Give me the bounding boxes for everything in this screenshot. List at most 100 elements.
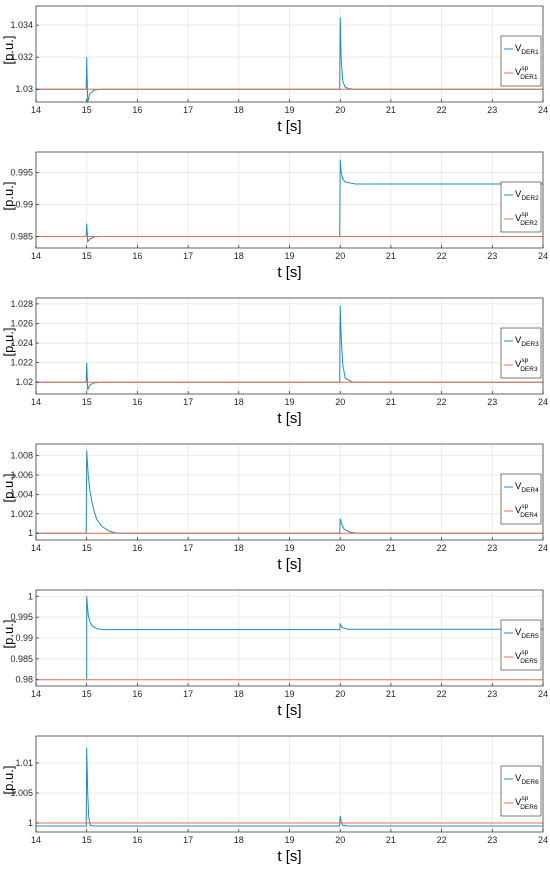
x-tick-label: 22 (437, 251, 447, 261)
y-tick-label: 1.01 (15, 758, 33, 768)
subplot-3: 14 15 16 17 18 19 20 21 22 23 24 1.02 1.022 1.024 1.02… (1, 297, 548, 427)
x-tick-label: 24 (538, 835, 548, 845)
x-tick-label: 18 (234, 251, 244, 261)
x-tick-label: 14 (31, 105, 41, 115)
x-axis-label: t [s] (277, 118, 301, 135)
y-tick-label: 1 (28, 818, 33, 828)
x-tick-label: 23 (487, 251, 497, 261)
series-line-der4 (36, 450, 543, 534)
x-tick-label: 23 (487, 543, 497, 553)
x-tick-label: 19 (284, 251, 294, 261)
x-tick-label: 18 (234, 397, 244, 407)
x-tick-label: 17 (183, 397, 193, 407)
x-tick-label: 23 (487, 689, 497, 699)
series-line-der5 (86, 596, 543, 680)
legend-label: Vsp DER5 (515, 649, 538, 665)
y-tick-label: 1.004 (10, 489, 33, 499)
y-tick-label: 1.032 (10, 52, 33, 62)
x-tick-label: 19 (284, 397, 294, 407)
y-tick-label: 1.005 (10, 788, 33, 798)
x-tick-label: 15 (82, 543, 92, 553)
x-tick-label: 20 (335, 835, 345, 845)
y-tick-label: 0.99 (15, 633, 33, 643)
series-line-der6 (36, 747, 543, 827)
x-tick-label: 15 (82, 397, 92, 407)
legend-label: Vsp DER2 (515, 211, 538, 227)
subplot-5: 14 15 16 17 18 19 20 21 22 23 24 0.98 0.985 0.99 0.995… (1, 589, 548, 719)
x-tick-label: 24 (538, 105, 548, 115)
y-axis-label: [p.u.] (1, 474, 16, 503)
legend-box (500, 765, 542, 817)
x-tick-label: 14 (31, 543, 41, 553)
x-tick-label: 21 (386, 689, 396, 699)
x-tick-label: 22 (437, 689, 447, 699)
x-tick-label: 20 (335, 543, 345, 553)
x-tick-label: 20 (335, 397, 345, 407)
x-tick-label: 15 (82, 251, 92, 261)
y-tick-label: 1.008 (10, 451, 33, 461)
x-tick-label: 19 (284, 835, 294, 845)
legend-label: VDER6 (515, 773, 539, 786)
x-tick-label: 19 (284, 543, 294, 553)
x-tick-label: 22 (437, 543, 447, 553)
x-tick-label: 22 (437, 397, 447, 407)
legend-box (500, 181, 542, 233)
x-tick-label: 14 (31, 689, 41, 699)
x-tick-label: 23 (487, 835, 497, 845)
legend-label: Vsp DER1 (515, 65, 538, 81)
x-tick-label: 14 (31, 397, 41, 407)
y-tick-label: 1 (28, 591, 33, 601)
x-tick-label: 20 (335, 251, 345, 261)
legend-label: VDER3 (515, 335, 539, 348)
legend-label: VDER5 (515, 627, 539, 640)
x-axis-label: t [s] (277, 702, 301, 719)
x-axis-label: t [s] (277, 410, 301, 427)
x-tick-label: 24 (538, 251, 548, 261)
y-tick-label: 1.002 (10, 509, 33, 519)
x-tick-label: 18 (234, 105, 244, 115)
x-tick-label: 21 (386, 397, 396, 407)
y-tick-label: 1.03 (15, 84, 33, 94)
y-tick-label: 1.022 (10, 358, 33, 368)
y-axis-label: [p.u.] (1, 328, 16, 357)
x-axis-label: t [s] (277, 556, 301, 573)
x-tick-label: 14 (31, 251, 41, 261)
y-tick-label: 0.995 (10, 612, 33, 622)
y-tick-label: 1.006 (10, 470, 33, 480)
x-tick-label: 21 (386, 835, 396, 845)
y-axis-label: [p.u.] (1, 36, 16, 65)
y-tick-label: 1.034 (10, 20, 33, 30)
legend: VDER6 Vsp DER6 (500, 765, 542, 817)
x-tick-label: 21 (386, 543, 396, 553)
x-tick-label: 16 (132, 105, 142, 115)
x-tick-label: 24 (538, 543, 548, 553)
legend-label: Vsp DER6 (515, 795, 538, 811)
y-axis-label: [p.u.] (1, 182, 16, 211)
x-tick-label: 18 (234, 689, 244, 699)
x-tick-label: 17 (183, 543, 193, 553)
x-tick-label: 15 (82, 105, 92, 115)
x-tick-label: 22 (437, 835, 447, 845)
x-tick-label: 17 (183, 251, 193, 261)
y-tick-label: 1.024 (10, 338, 33, 348)
x-tick-label: 23 (487, 105, 497, 115)
legend: VDER1 Vsp DER1 (500, 35, 542, 87)
legend-box (500, 473, 542, 525)
legend-label: VDER1 (515, 43, 539, 56)
legend: VDER3 Vsp DER3 (500, 327, 542, 379)
legend: VDER4 Vsp DER4 (500, 473, 542, 525)
x-tick-label: 17 (183, 835, 193, 845)
subplot-6: 14 15 16 17 18 19 20 21 22 23 24 1 1.005 1.01 t [s] [p.… (1, 735, 548, 865)
x-tick-label: 18 (234, 543, 244, 553)
x-axis-label: t [s] (277, 264, 301, 281)
x-tick-label: 19 (284, 689, 294, 699)
x-tick-label: 24 (538, 397, 548, 407)
x-tick-label: 16 (132, 543, 142, 553)
y-axis-label: [p.u.] (1, 620, 16, 649)
legend: VDER2 Vsp DER2 (500, 181, 542, 233)
subplot-4: 14 15 16 17 18 19 20 21 22 23 24 1 1.002 1.004 1.006 1.… (1, 443, 548, 573)
x-tick-label: 20 (335, 105, 345, 115)
x-tick-label: 18 (234, 835, 244, 845)
x-tick-label: 16 (132, 397, 142, 407)
y-tick-label: 0.995 (10, 167, 33, 177)
